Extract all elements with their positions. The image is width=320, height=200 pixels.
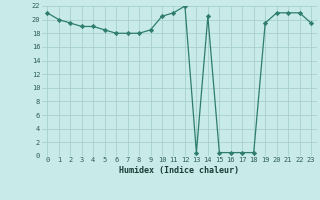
X-axis label: Humidex (Indice chaleur): Humidex (Indice chaleur) — [119, 166, 239, 175]
